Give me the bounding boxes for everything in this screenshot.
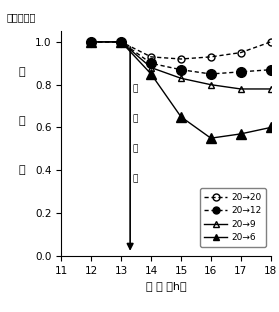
20→12 bbox=[149, 61, 153, 65]
20→20 bbox=[209, 55, 213, 59]
Text: 温: 温 bbox=[133, 85, 138, 94]
20→6 bbox=[179, 115, 183, 119]
20→20 bbox=[239, 51, 242, 55]
20→12 bbox=[239, 70, 242, 74]
Line: 20→20: 20→20 bbox=[88, 38, 274, 62]
Text: 替: 替 bbox=[133, 174, 138, 183]
Text: 水: 水 bbox=[18, 116, 25, 126]
20→12 bbox=[209, 72, 213, 76]
Text: 切: 切 bbox=[133, 144, 138, 154]
Line: 20→6: 20→6 bbox=[86, 37, 275, 143]
20→9 bbox=[179, 76, 183, 80]
Text: 度: 度 bbox=[133, 115, 138, 124]
20→9 bbox=[239, 87, 242, 91]
Line: 20→12: 20→12 bbox=[86, 37, 275, 79]
20→12 bbox=[179, 68, 183, 71]
Text: 吸: 吸 bbox=[18, 67, 25, 77]
20→20 bbox=[149, 55, 153, 59]
20→6 bbox=[119, 40, 123, 44]
20→9 bbox=[119, 40, 123, 44]
Line: 20→9: 20→9 bbox=[88, 38, 274, 92]
20→20 bbox=[269, 40, 272, 44]
20→6 bbox=[239, 132, 242, 136]
20→20 bbox=[119, 40, 123, 44]
20→9 bbox=[269, 87, 272, 91]
20→9 bbox=[90, 40, 93, 44]
Legend: 20→20, 20→12, 20→9, 20→6: 20→20, 20→12, 20→9, 20→6 bbox=[200, 188, 266, 247]
20→6 bbox=[149, 72, 153, 76]
Text: 量: 量 bbox=[18, 165, 25, 175]
X-axis label: 時 刻 （h）: 時 刻 （h） bbox=[146, 281, 186, 291]
20→20 bbox=[179, 57, 183, 61]
20→12 bbox=[90, 40, 93, 44]
20→12 bbox=[269, 68, 272, 71]
20→9 bbox=[149, 66, 153, 70]
20→9 bbox=[209, 83, 213, 86]
20→20 bbox=[90, 40, 93, 44]
Text: （相対値）: （相対値） bbox=[7, 12, 36, 22]
20→6 bbox=[90, 40, 93, 44]
20→6 bbox=[209, 136, 213, 140]
20→12 bbox=[119, 40, 123, 44]
20→6 bbox=[269, 126, 272, 129]
